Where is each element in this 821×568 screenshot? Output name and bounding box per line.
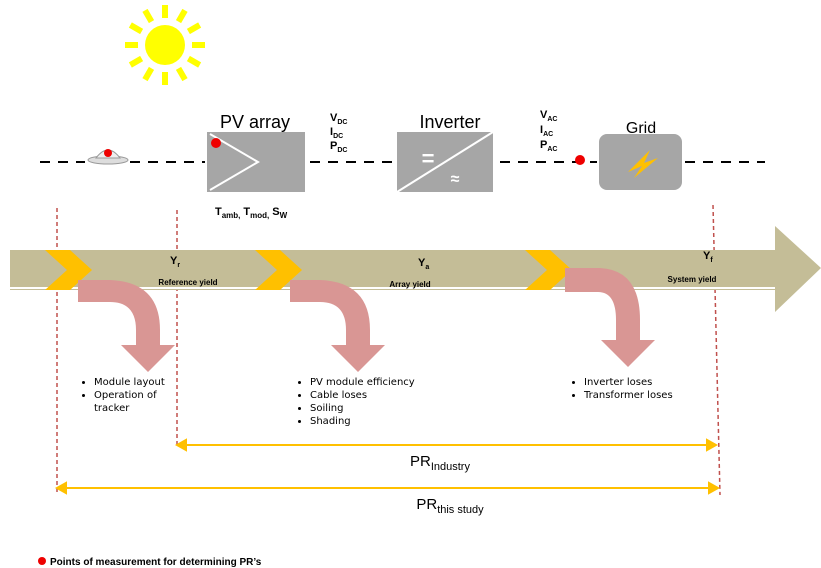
symbol: T (243, 206, 250, 218)
symbol: Y (703, 250, 711, 262)
sun-ray (175, 8, 188, 24)
measurement-point (575, 155, 585, 165)
loss-items: PV module efficiencyCable losesSoilingSh… (298, 376, 478, 428)
symbol: I (330, 126, 333, 138)
yield-label: Reference yield (158, 278, 217, 287)
legend-dot (38, 557, 46, 565)
sun-ray (142, 66, 155, 82)
legend-text: Points of measurement for determining PR… (50, 557, 262, 568)
sun-ray (175, 66, 188, 82)
subscript: mod, (250, 211, 269, 220)
symbol: S (272, 206, 279, 218)
sun-ray (186, 22, 202, 35)
boundaries (56, 204, 721, 496)
array-conditions: Tamb, Tmod, SW (215, 206, 288, 220)
subscript: AC (547, 146, 557, 153)
subscript: AC (547, 116, 557, 123)
ac-symbol: ≈ (451, 171, 460, 188)
loss-item: Operation of tracker (94, 389, 182, 415)
loss-item: Cable loses (310, 389, 478, 402)
loss-arrows (78, 268, 655, 372)
subscript: DC (337, 119, 347, 126)
loss-list: Module layoutOperation of tracker (82, 376, 182, 446)
subscript: r (177, 262, 180, 269)
symbol: T (215, 206, 222, 218)
symbol: Y (418, 257, 426, 269)
symbol: P (540, 139, 547, 151)
symbol: I (540, 124, 543, 136)
loss-items: Module layoutOperation of tracker (82, 376, 182, 415)
ac-quantity: IAC (540, 124, 553, 138)
loss-list: PV module efficiencyCable losesSoilingSh… (298, 376, 478, 446)
subscript: AC (543, 131, 553, 138)
yield-symbol: Yr (170, 255, 180, 269)
pr-study: PRthis study (416, 496, 484, 516)
dc-quantity: PDC (330, 140, 347, 154)
subscript: DC (333, 133, 343, 140)
yield-label: Array yield (389, 280, 430, 289)
pr-main: PR (410, 453, 431, 470)
inverter-diagonal (396, 131, 494, 193)
symbol: V (330, 112, 338, 124)
yield-symbol: Ya (418, 257, 429, 271)
pv-chevron (209, 133, 260, 191)
sun-ray (186, 55, 202, 68)
dc-quantity: VDC (330, 112, 347, 126)
symbol: V (540, 109, 548, 121)
dc-quantity: IDC (330, 126, 343, 140)
subscript: a (425, 264, 429, 271)
loss-item: Module layout (94, 376, 182, 389)
pr-main: PR (416, 496, 437, 513)
loss-item: PV module efficiency (310, 376, 478, 389)
loss-item: Shading (310, 415, 478, 428)
measurement-point (211, 138, 221, 148)
subscript: W (280, 211, 288, 220)
subscript: amb, (222, 211, 241, 220)
loss-item: Soiling (310, 402, 478, 415)
yield-symbol: Yf (703, 250, 713, 264)
lightning (628, 150, 658, 178)
pr-arrows (54, 438, 721, 495)
symbol: Y (170, 255, 178, 267)
sun-ray (142, 8, 155, 24)
subscript: DC (337, 147, 347, 154)
yields: Yr Reference yield Ya Array yield Yf System y… (158, 250, 716, 289)
sun (125, 5, 205, 85)
loss-item: Inverter loses (584, 376, 732, 389)
sun-ray (128, 55, 144, 68)
pr-sub: this study (437, 504, 484, 516)
pv-array-label: PV array (220, 112, 290, 132)
sun-ray (128, 22, 144, 35)
dc-symbol: = (422, 146, 435, 171)
subscript: f (710, 257, 713, 264)
ac-quantity: VAC (540, 109, 557, 123)
flow-arrow (10, 226, 821, 312)
yield-label: System yield (668, 275, 717, 284)
loss-lists: Module layoutOperation of tracker PV modu… (82, 376, 732, 446)
ac-quantity: PAC (540, 139, 557, 153)
grid-label: Grid (626, 120, 656, 137)
pr-sub: Industry (431, 461, 471, 473)
loss-items: Inverter losesTransformer loses (572, 376, 732, 402)
pyranometer (87, 149, 129, 165)
loss-item: Transformer loses (584, 389, 732, 402)
inverter-label: Inverter (419, 112, 480, 132)
loss-list: Inverter losesTransformer loses (572, 376, 732, 446)
pr-industry: PRIndustry (410, 453, 470, 473)
symbol: P (330, 140, 337, 152)
